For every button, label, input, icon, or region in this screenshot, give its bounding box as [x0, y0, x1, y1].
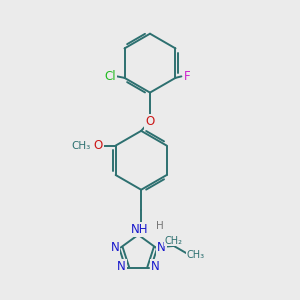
Text: Cl: Cl: [104, 70, 116, 83]
Text: H: H: [155, 221, 163, 231]
Text: N: N: [117, 260, 126, 273]
Text: N: N: [157, 241, 166, 254]
Text: F: F: [184, 70, 190, 83]
Text: CH₃: CH₃: [187, 250, 205, 260]
Text: CH₂: CH₂: [165, 236, 183, 246]
Text: NH: NH: [131, 223, 148, 236]
Text: O: O: [146, 115, 154, 128]
Text: O: O: [93, 139, 103, 152]
Text: N: N: [151, 260, 159, 273]
Text: N: N: [111, 241, 119, 254]
Text: CH₃: CH₃: [72, 141, 91, 151]
